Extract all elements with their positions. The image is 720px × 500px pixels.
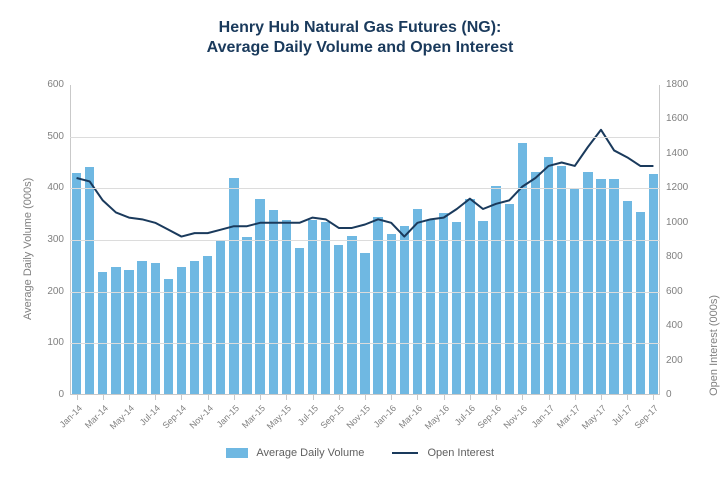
- bar: [426, 220, 435, 395]
- bar: [518, 143, 527, 395]
- bar: [491, 186, 500, 395]
- bar: [269, 210, 278, 395]
- bar: [151, 263, 160, 395]
- y-tick-left: 600: [30, 79, 64, 90]
- legend: Average Daily Volume Open Interest: [0, 447, 720, 459]
- y-tick-right: 400: [666, 320, 683, 331]
- legend-swatch-bars: [226, 448, 248, 458]
- y-tick-left: 200: [30, 286, 64, 297]
- bar: [203, 256, 212, 396]
- bar: [544, 157, 553, 395]
- y-tick-left: 400: [30, 182, 64, 193]
- bar: [373, 217, 382, 395]
- x-tick: Jan-14: [34, 403, 83, 452]
- y-axis-label-left: Average Daily Volume (000s): [22, 178, 34, 320]
- bar: [400, 226, 409, 395]
- bar: [98, 272, 107, 395]
- chart-title-line1: Henry Hub Natural Gas Futures (NG):: [0, 18, 720, 38]
- y-tick-right: 1200: [666, 182, 688, 193]
- y-tick-left: 500: [30, 131, 64, 142]
- bar: [465, 199, 474, 395]
- bar: [505, 204, 514, 395]
- y-tick-right: 1800: [666, 79, 688, 90]
- y-tick-right: 1000: [666, 217, 688, 228]
- bar: [137, 261, 146, 395]
- bar: [242, 237, 251, 395]
- bar: [452, 222, 461, 395]
- y-tick-right: 1600: [666, 113, 688, 124]
- bar: [308, 220, 317, 395]
- bar: [321, 222, 330, 395]
- y-tick-right: 0: [666, 389, 672, 400]
- bar: [295, 248, 304, 395]
- bar: [557, 166, 566, 395]
- bar: [531, 172, 540, 395]
- bar: [596, 179, 605, 395]
- y-tick-right: 800: [666, 251, 683, 262]
- y-tick-right: 600: [666, 286, 683, 297]
- bar: [347, 236, 356, 395]
- legend-swatch-line: [392, 452, 418, 454]
- bar: [177, 267, 186, 395]
- chart-container: Henry Hub Natural Gas Futures (NG): Aver…: [0, 0, 720, 500]
- bar: [609, 179, 618, 395]
- bar: [413, 209, 422, 395]
- chart-title: Henry Hub Natural Gas Futures (NG): Aver…: [0, 18, 720, 58]
- bar: [255, 199, 264, 395]
- bar: [583, 172, 592, 395]
- bar: [190, 261, 199, 395]
- bar: [85, 167, 94, 395]
- chart-title-line2: Average Daily Volume and Open Interest: [0, 38, 720, 58]
- y-tick-left: 300: [30, 234, 64, 245]
- bar: [360, 253, 369, 395]
- bar: [387, 234, 396, 395]
- bar: [623, 201, 632, 395]
- y-tick-right: 1400: [666, 148, 688, 159]
- y-tick-left: 0: [30, 389, 64, 400]
- bar: [478, 221, 487, 395]
- bar: [164, 279, 173, 395]
- bar: [124, 270, 133, 395]
- legend-label-bars: Average Daily Volume: [256, 447, 364, 459]
- y-tick-left: 100: [30, 337, 64, 348]
- bar: [282, 220, 291, 395]
- bar: [111, 267, 120, 395]
- bar: [216, 240, 225, 395]
- bar: [72, 173, 81, 395]
- bar: [649, 174, 658, 395]
- bar: [229, 178, 238, 395]
- bar: [334, 245, 343, 395]
- y-tick-right: 200: [666, 355, 683, 366]
- y-axis-label-right: Open Interest (000s): [708, 295, 720, 396]
